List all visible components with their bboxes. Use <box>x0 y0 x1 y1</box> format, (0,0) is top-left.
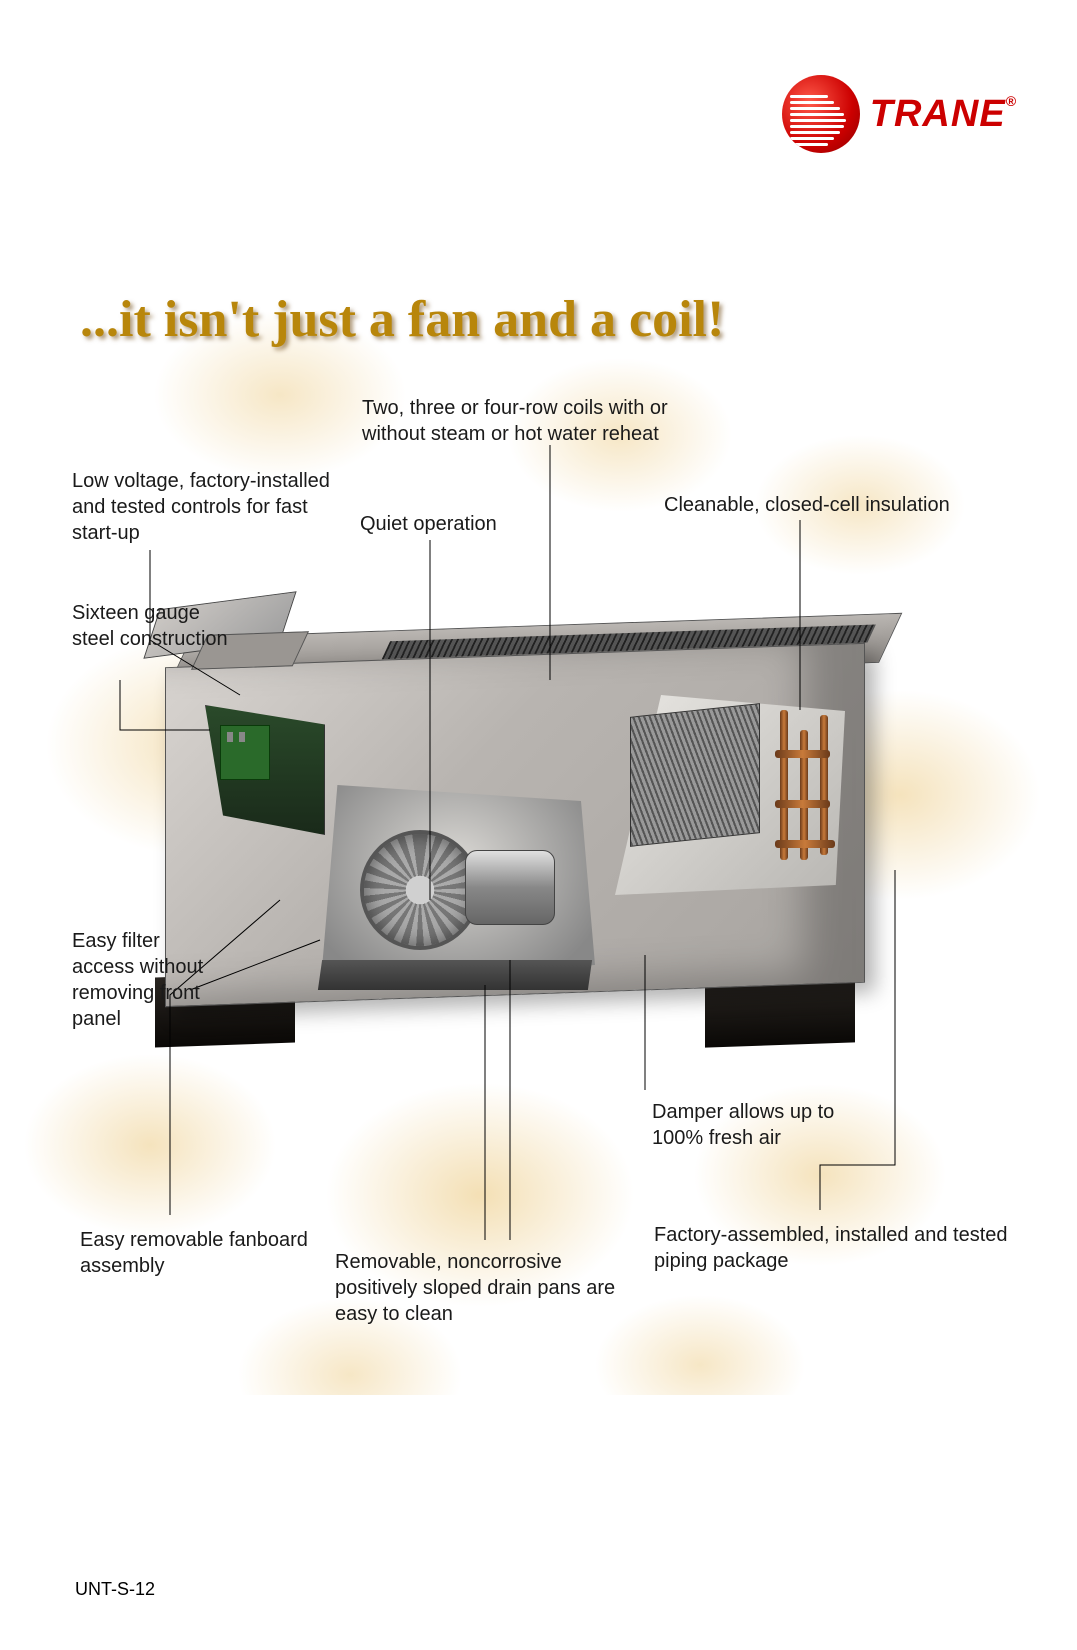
callout-quiet: Quiet operation <box>360 511 560 537</box>
logo-mark <box>782 75 860 153</box>
piping-icon <box>770 710 840 870</box>
brand-logo: TRANE® <box>782 75 1017 153</box>
brand-wordmark: TRANE® <box>870 93 1017 136</box>
callout-drain: Removable, noncorrosive positively slope… <box>335 1249 645 1327</box>
callout-coils: Two, three or four-row coils with or wit… <box>362 395 722 447</box>
callout-fanboard: Easy removable fanboard assembly <box>80 1227 340 1279</box>
callout-controls: Low voltage, factory-installed and teste… <box>72 468 332 546</box>
blower-wheel-icon <box>360 830 480 950</box>
coil-fins-icon <box>630 703 760 847</box>
callout-piping: Factory-assembled, installed and tested … <box>654 1222 1024 1274</box>
callout-steel: Sixteen gauge steel construction <box>72 600 232 652</box>
drain-pan-icon <box>318 960 592 990</box>
callout-damper: Damper allows up to 100% fresh air <box>652 1099 852 1151</box>
control-board-icon <box>220 725 270 780</box>
callout-filter: Easy filter access without removing fron… <box>72 928 212 1032</box>
fan-motor-icon <box>465 850 555 925</box>
callout-insulation: Cleanable, closed-cell insulation <box>664 492 1054 518</box>
document-id: UNT-S-12 <box>75 1579 155 1600</box>
hvac-unit-illustration <box>165 655 875 1035</box>
page-headline: ...it isn't just a fan and a coil! <box>80 290 724 349</box>
